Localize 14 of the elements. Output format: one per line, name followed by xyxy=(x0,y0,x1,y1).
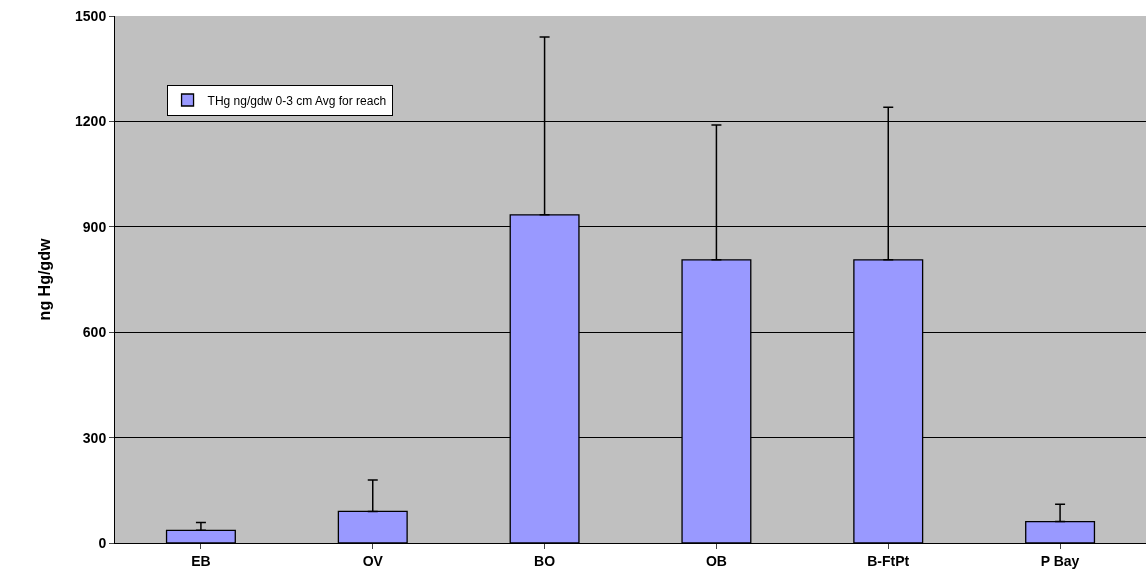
x-tick-label: OB xyxy=(705,552,727,569)
y-tick-label: 1200 xyxy=(75,113,107,130)
y-tick-label: 1500 xyxy=(75,7,107,24)
y-axis-title: ng Hg/gdw xyxy=(35,238,53,321)
x-tick-label: OV xyxy=(362,552,384,569)
x-tick-label: EB xyxy=(191,552,211,569)
x-tick-label: BO xyxy=(534,552,556,569)
y-tick-label: 900 xyxy=(82,218,107,235)
y-tick-label: 0 xyxy=(98,534,107,551)
x-tick-label: P Bay xyxy=(1040,552,1080,569)
y-tick-label: 300 xyxy=(82,429,107,446)
x-tick-label: B-FtPt xyxy=(867,552,910,569)
legend-label: THg ng/gdw 0-3 cm Avg for reach xyxy=(207,93,387,108)
y-tick-label: 600 xyxy=(82,324,107,341)
